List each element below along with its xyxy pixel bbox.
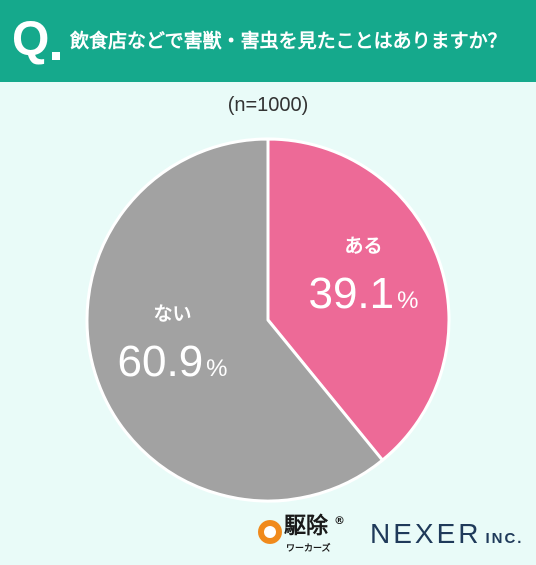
nexer-logo: NEXER INC. [370,517,523,556]
pie-slice-aru [266,137,451,462]
question-text: 飲食店などで害獣・害虫を見たことはありますか？ [70,30,507,52]
slice-category-label-aru: ある [344,235,382,257]
nexer-name: NEXER [370,518,482,549]
question-header: Q 飲食店などで害獣・害虫を見たことはありますか？ [0,0,536,82]
logo-sub-text: ワーカーズ [286,544,331,554]
slice-category-label-nai: ない [154,303,192,325]
logo-main-text: 駆除 [284,514,329,539]
registered-mark: ® [334,514,345,527]
slice-value-label-aru: 39.1% [308,269,418,318]
q-mark: Q [12,13,50,66]
slice-value-label-nai: 60.9% [118,337,228,386]
sample-size-label: (n=1000) [227,94,309,116]
q-dot [52,52,60,60]
nexer-suffix: INC. [485,530,524,547]
pie-slice-nai [85,137,384,503]
logo-mark-icon [258,520,282,544]
